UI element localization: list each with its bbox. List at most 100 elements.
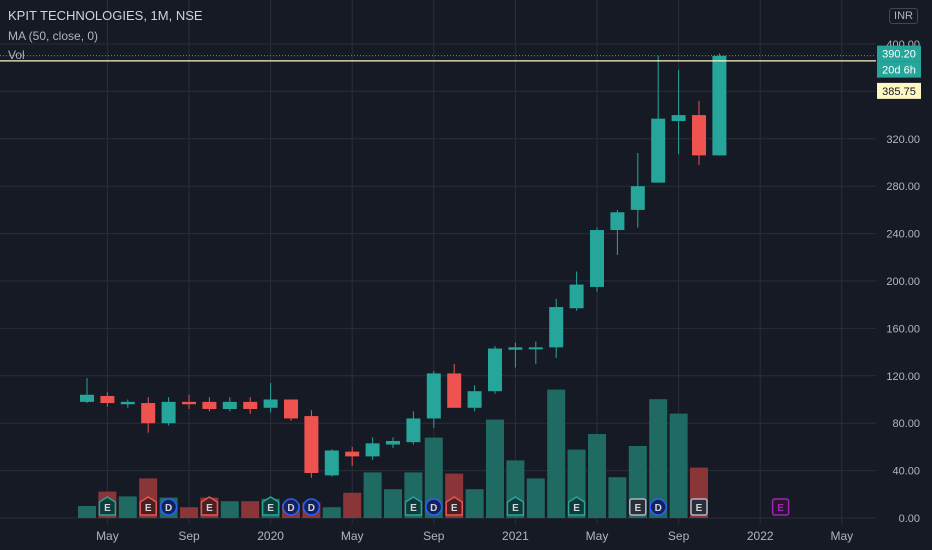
volume-bar: [588, 434, 606, 518]
candle-body[interactable]: [324, 450, 339, 476]
y-tick-label: 0.00: [899, 513, 920, 525]
candle-body[interactable]: [692, 115, 706, 156]
event-marker-letter: E: [267, 503, 274, 514]
y-tick-label: 160.00: [886, 323, 920, 335]
volume-bar: [465, 489, 484, 518]
earnings-marker-icon[interactable]: [200, 496, 219, 516]
event-marker-letter: E: [451, 503, 458, 514]
currency-button[interactable]: INR: [889, 8, 918, 24]
candle-body[interactable]: [243, 401, 258, 409]
candle-body[interactable]: [610, 212, 625, 231]
earnings-marker-icon[interactable]: [629, 498, 647, 516]
volume-bar: [547, 389, 566, 518]
candle-body[interactable]: [488, 348, 502, 392]
volume-bar: [526, 478, 545, 518]
candle-body[interactable]: [651, 118, 666, 183]
event-marker-letter: D: [308, 503, 315, 514]
volume-bar: [424, 437, 443, 518]
candle-body[interactable]: [590, 230, 604, 287]
y-tick-label: 120.00: [886, 371, 920, 383]
ma-value-label: 385.75: [882, 86, 916, 98]
x-tick-label: May: [96, 529, 119, 543]
candle-body[interactable]: [671, 115, 686, 122]
earnings-marker-icon[interactable]: [567, 496, 586, 516]
candle-body[interactable]: [120, 401, 135, 405]
candle-body[interactable]: [141, 403, 156, 424]
earnings-marker-icon[interactable]: [771, 498, 790, 516]
earnings-marker-icon[interactable]: [690, 498, 708, 516]
candle-body[interactable]: [284, 399, 298, 419]
symbol-title[interactable]: KPIT TECHNOLOGIES, 1M, NSE: [8, 8, 203, 23]
volume-bar: [649, 399, 668, 518]
earnings-marker-icon[interactable]: [261, 496, 280, 516]
candle-body[interactable]: [263, 399, 278, 408]
candle-body[interactable]: [161, 401, 176, 424]
candle-body[interactable]: [182, 401, 196, 405]
earnings-marker-icon[interactable]: [506, 496, 525, 516]
earnings-marker-icon[interactable]: [98, 496, 117, 516]
candle-body[interactable]: [365, 443, 380, 457]
candle-body[interactable]: [528, 347, 543, 350]
volume-bar: [384, 489, 402, 518]
event-marker-letter: E: [512, 503, 519, 514]
dividend-marker-icon[interactable]: [425, 498, 443, 516]
earnings-marker-icon[interactable]: [404, 496, 423, 516]
ma-indicator-legend[interactable]: MA (50, close, 0): [8, 29, 99, 43]
candle-body[interactable]: [467, 391, 482, 408]
dividend-marker-icon[interactable]: [302, 498, 321, 516]
x-tick-label: 2022: [747, 529, 774, 543]
event-marker-letter: E: [696, 503, 703, 514]
last-price-label: 390.20: [882, 49, 916, 61]
candle-body[interactable]: [386, 440, 400, 445]
x-tick-label: 2020: [257, 529, 284, 543]
candle-body[interactable]: [202, 401, 217, 409]
candle-body[interactable]: [508, 347, 523, 350]
candle-body[interactable]: [100, 395, 115, 404]
x-tick-label: Sep: [178, 529, 200, 543]
x-tick-label: Sep: [668, 529, 690, 543]
y-tick-label: 240.00: [886, 229, 920, 241]
candle-body[interactable]: [222, 401, 237, 409]
candle-body[interactable]: [630, 186, 645, 210]
candle-body[interactable]: [712, 55, 727, 156]
volume-bar: [180, 507, 198, 518]
volume-bar: [343, 492, 362, 518]
event-marker-letter: E: [145, 503, 152, 514]
volume-bar: [322, 507, 341, 518]
x-tick-label: 2021: [502, 529, 529, 543]
candle-body[interactable]: [80, 394, 94, 402]
earnings-marker-icon[interactable]: [445, 496, 463, 516]
y-tick-label: 40.00: [892, 466, 920, 478]
candle-body[interactable]: [426, 373, 441, 419]
candle-body[interactable]: [345, 451, 360, 457]
x-tick-label: May: [830, 529, 853, 543]
earnings-marker-icon[interactable]: [139, 496, 157, 516]
candle-body[interactable]: [447, 373, 462, 408]
volume-bar: [608, 477, 627, 518]
dividend-marker-icon[interactable]: [282, 498, 300, 516]
x-tick-label: Sep: [423, 529, 445, 543]
volume-legend[interactable]: Vol: [8, 48, 25, 62]
event-marker-letter: D: [287, 503, 294, 514]
dividend-marker-icon[interactable]: [159, 498, 178, 516]
event-marker-letter: D: [165, 503, 172, 514]
volume-bar: [78, 506, 96, 518]
candle-body[interactable]: [549, 307, 564, 348]
candle-body[interactable]: [406, 418, 421, 443]
event-marker-letter: D: [430, 503, 437, 514]
countdown-label-box: [877, 61, 921, 78]
candle-body[interactable]: [569, 284, 584, 309]
x-tick-label: May: [586, 529, 609, 543]
y-tick-label: 200.00: [886, 276, 920, 288]
y-tick-label: 280.00: [886, 181, 920, 193]
candle-body[interactable]: [304, 416, 319, 473]
last-price-label-box: [877, 45, 921, 62]
event-marker-letter: E: [777, 503, 784, 514]
event-marker-letter: E: [206, 503, 213, 514]
volume-bar: [486, 419, 504, 518]
y-tick-label: 320.00: [886, 134, 920, 146]
event-marker-letter: E: [573, 503, 580, 514]
dividend-marker-icon[interactable]: [649, 498, 667, 516]
